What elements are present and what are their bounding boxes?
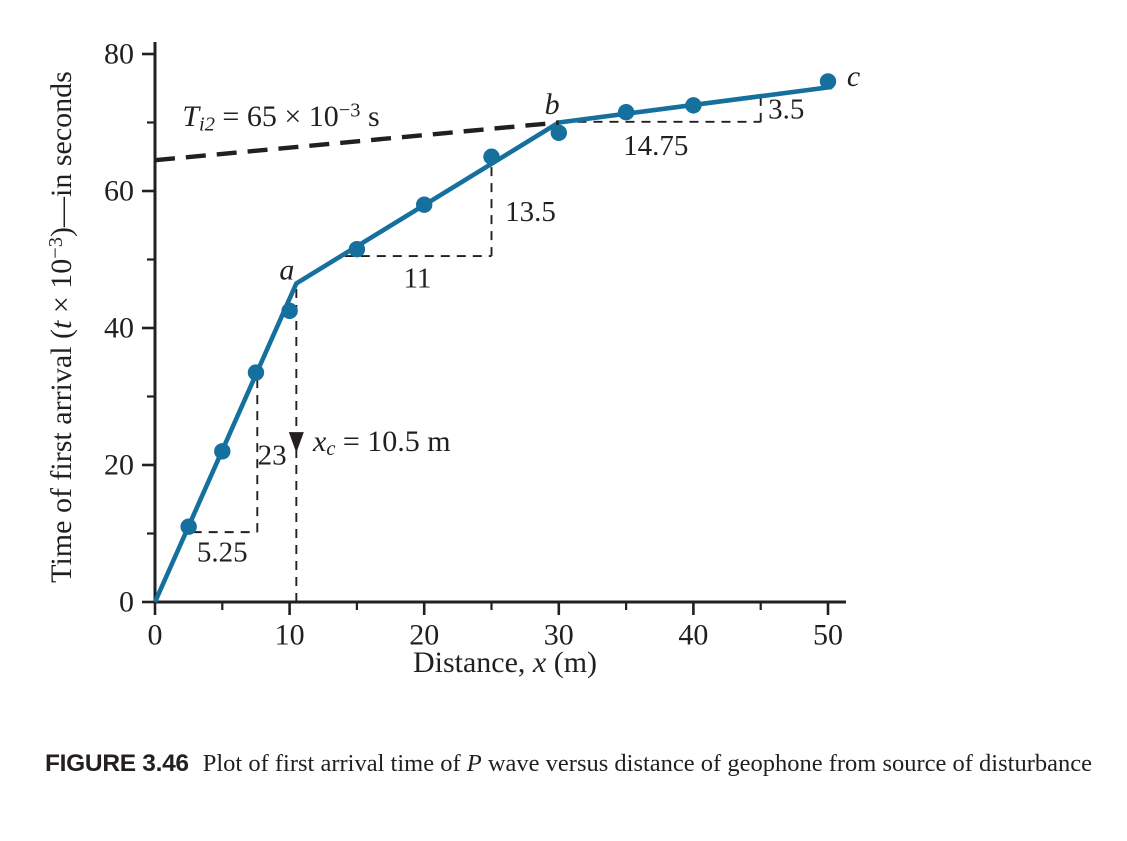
x-tick-label: 10 xyxy=(275,619,305,652)
slope-rise-value-label: 3.5 xyxy=(768,93,804,125)
figure-caption-text: wave versus distance of geophone from so… xyxy=(481,750,1092,777)
x-axis-title-part: Distance, xyxy=(412,646,533,679)
ti2-intercept-dashed-line xyxy=(154,120,560,163)
ti2-intercept-label: Ti2 = 65 × 10−3 s xyxy=(182,100,379,137)
y-axis-title-part: Time of first arrival ( xyxy=(45,328,79,583)
x-tick-label: 30 xyxy=(544,619,574,652)
figure-caption: FIGURE 3.46 Plot of first arrival time of… xyxy=(45,745,1105,783)
figure-caption-label: FIGURE 3.46 xyxy=(45,750,189,777)
y-axis-title-sup: −3 xyxy=(44,237,67,259)
xc-crossover-label: xc = 10.5 m xyxy=(313,425,451,461)
x-axis-title-var: x xyxy=(532,646,547,679)
y-tick-label: 60 xyxy=(104,175,134,208)
data-point xyxy=(819,73,837,90)
ti2-var: T xyxy=(182,99,200,133)
point-label-a: a xyxy=(279,253,294,286)
xc-var: x xyxy=(313,424,327,458)
ti2-sub: i2 xyxy=(199,113,215,136)
figure-caption-var: P xyxy=(466,750,482,777)
y-axis-title: Time of first arrival (t × 10−3)—in seco… xyxy=(45,71,79,583)
slope-rise-value-label: 13.5 xyxy=(505,196,556,228)
y-axis-title-part: × 10 xyxy=(45,258,79,321)
figure-caption-text: Plot of first arrival time of xyxy=(202,750,467,777)
slope-rise-value-label: 23 xyxy=(258,439,287,471)
x-tick-label: 50 xyxy=(813,619,843,652)
x-tick-label: 40 xyxy=(678,619,708,652)
x-tick-label: 20 xyxy=(409,619,439,652)
xc-part: = 10.5 m xyxy=(335,424,451,458)
y-tick-label: 80 xyxy=(104,38,134,71)
point-label-b: b xyxy=(545,88,560,121)
y-tick-label: 40 xyxy=(104,312,134,345)
slope-run-value-label: 11 xyxy=(404,263,432,295)
xc-down-arrow-icon xyxy=(288,432,304,453)
ti2-part: s xyxy=(360,99,380,133)
x-tick-label: 0 xyxy=(148,619,163,652)
ti2-sup: −3 xyxy=(338,99,361,122)
slope-run-value-label: 14.75 xyxy=(623,130,688,162)
x-axis-title: Distance, x (m) xyxy=(413,646,597,680)
y-tick-label: 20 xyxy=(104,449,134,482)
y-axis-title-var: t xyxy=(45,320,79,329)
slope-run-value-label: 5.25 xyxy=(197,537,248,569)
data-point xyxy=(550,124,567,141)
fitted-segments-line xyxy=(152,84,833,603)
y-tick-label: 0 xyxy=(119,586,134,619)
xc-sub: c xyxy=(326,438,336,461)
point-label-c: c xyxy=(847,60,860,93)
y-axis-title-part: )—in seconds xyxy=(45,71,79,237)
x-axis-title-part: (m) xyxy=(546,646,598,679)
ti2-part: = 65 × 10 xyxy=(214,99,339,133)
